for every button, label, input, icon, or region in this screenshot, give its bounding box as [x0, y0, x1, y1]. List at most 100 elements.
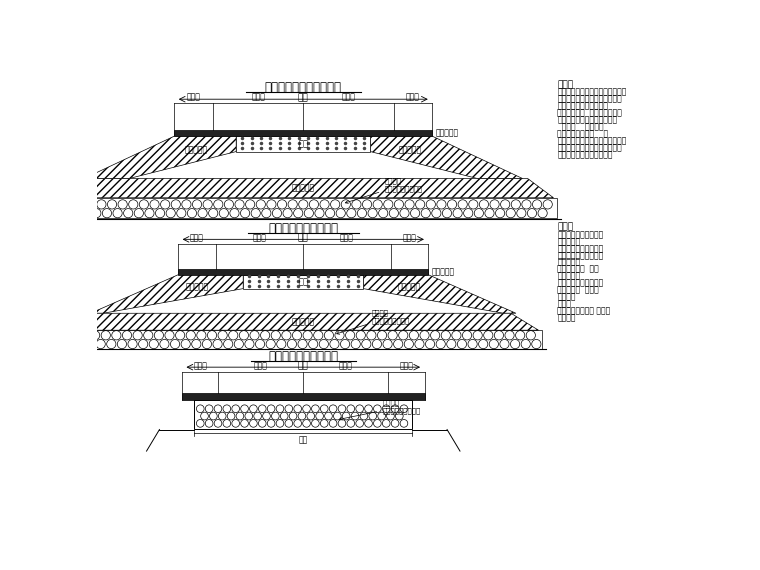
Circle shape: [373, 420, 382, 428]
Circle shape: [474, 209, 483, 218]
Text: 说明：: 说明：: [557, 299, 572, 308]
Circle shape: [399, 331, 408, 340]
Polygon shape: [363, 275, 516, 314]
Circle shape: [298, 412, 306, 420]
Circle shape: [325, 209, 334, 218]
Circle shape: [256, 200, 265, 209]
Circle shape: [458, 200, 467, 209]
Circle shape: [356, 405, 363, 413]
Circle shape: [437, 200, 446, 209]
Circle shape: [336, 209, 345, 218]
Circle shape: [263, 412, 271, 420]
Circle shape: [240, 209, 250, 218]
Text: 抛地片石
厚度视现场情况而定: 抛地片石 厚度视现场情况而定: [337, 310, 410, 334]
Circle shape: [128, 200, 138, 209]
Circle shape: [415, 340, 424, 349]
Circle shape: [223, 405, 231, 413]
Text: 人行道: 人行道: [190, 234, 204, 242]
Text: 车行道: 车行道: [339, 361, 353, 370]
Circle shape: [394, 200, 404, 209]
Circle shape: [113, 209, 122, 218]
Circle shape: [442, 209, 451, 218]
Circle shape: [266, 340, 275, 349]
Circle shape: [453, 209, 462, 218]
Polygon shape: [53, 178, 553, 198]
Circle shape: [205, 420, 213, 428]
Circle shape: [290, 412, 297, 420]
Circle shape: [511, 340, 520, 349]
Text: 车行道: 车行道: [252, 92, 265, 101]
Circle shape: [234, 340, 243, 349]
Circle shape: [490, 200, 499, 209]
Circle shape: [202, 340, 211, 349]
Circle shape: [362, 340, 371, 349]
Circle shape: [196, 420, 204, 428]
Circle shape: [294, 405, 302, 413]
Circle shape: [245, 412, 252, 420]
Circle shape: [156, 209, 165, 218]
Circle shape: [384, 200, 393, 209]
Circle shape: [483, 331, 493, 340]
Circle shape: [451, 331, 461, 340]
Text: 土或填石。: 土或填石。: [557, 258, 581, 267]
Circle shape: [287, 340, 296, 349]
Circle shape: [533, 200, 542, 209]
Text: 垫石或填土: 垫石或填土: [292, 317, 315, 326]
Circle shape: [86, 200, 96, 209]
Circle shape: [214, 420, 222, 428]
Text: 填石或填土: 填石或填土: [399, 145, 423, 154]
Text: 填石或填土: 填石或填土: [186, 283, 209, 292]
Circle shape: [404, 340, 413, 349]
Text: 车行道: 车行道: [341, 92, 356, 101]
Circle shape: [298, 340, 307, 349]
Text: 、路面基层下  范围内需填石。: 、路面基层下 范围内需填石。: [557, 108, 622, 117]
Circle shape: [276, 405, 283, 413]
Circle shape: [69, 331, 78, 340]
Text: 基层下片石: 基层下片石: [432, 267, 454, 276]
Circle shape: [277, 340, 286, 349]
Circle shape: [532, 340, 541, 349]
Circle shape: [293, 331, 302, 340]
Text: 垫石或地土: 垫石或地土: [397, 283, 421, 292]
Circle shape: [496, 209, 505, 218]
Circle shape: [201, 412, 208, 420]
Bar: [53, 348, 58, 352]
Circle shape: [196, 405, 204, 413]
Text: 基层下片石: 基层下片石: [435, 129, 458, 137]
Text: 内的填石。: 内的填石。: [557, 272, 581, 280]
Circle shape: [49, 209, 59, 218]
Circle shape: [485, 209, 494, 218]
Circle shape: [261, 331, 270, 340]
Circle shape: [118, 200, 127, 209]
Circle shape: [75, 200, 85, 209]
Circle shape: [145, 209, 154, 218]
Circle shape: [527, 209, 537, 218]
Circle shape: [500, 340, 509, 349]
Bar: [243, 275, 363, 288]
Circle shape: [342, 412, 350, 420]
Text: 、换填地段及深度 详见工: 、换填地段及深度 详见工: [557, 306, 610, 315]
Circle shape: [391, 405, 399, 413]
Circle shape: [197, 331, 206, 340]
Circle shape: [426, 200, 435, 209]
Text: 路幅: 路幅: [298, 93, 309, 102]
Circle shape: [245, 340, 254, 349]
Circle shape: [258, 420, 266, 428]
Circle shape: [302, 405, 310, 413]
Circle shape: [338, 405, 346, 413]
Circle shape: [335, 331, 344, 340]
Text: 填石: 填石: [298, 277, 309, 286]
Circle shape: [365, 405, 372, 413]
Text: 人行道: 人行道: [406, 92, 420, 101]
Circle shape: [347, 209, 356, 218]
Circle shape: [80, 331, 89, 340]
Circle shape: [387, 412, 394, 420]
Circle shape: [395, 412, 403, 420]
Circle shape: [235, 200, 244, 209]
Circle shape: [340, 340, 350, 349]
Circle shape: [261, 209, 271, 218]
Circle shape: [304, 209, 313, 218]
Circle shape: [360, 412, 368, 420]
Circle shape: [276, 420, 283, 428]
Circle shape: [138, 340, 147, 349]
